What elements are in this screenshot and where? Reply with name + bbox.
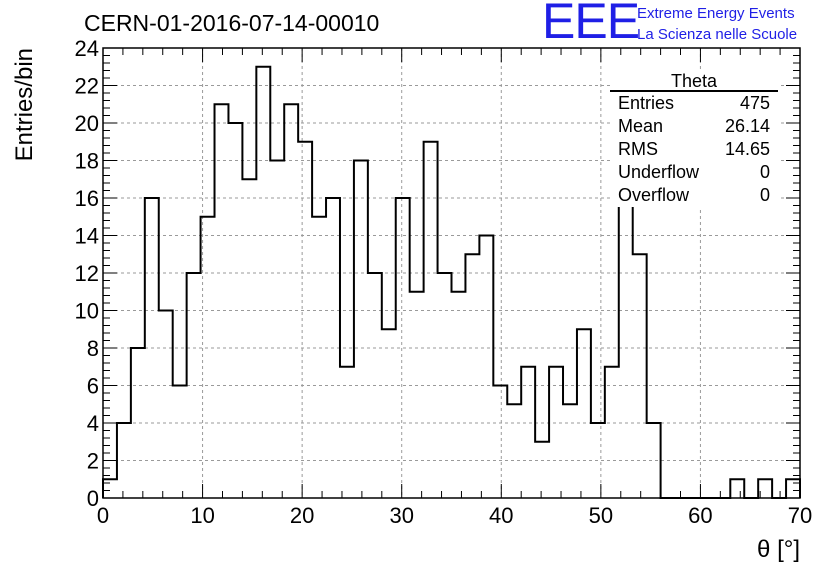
stats-value: 0: [759, 162, 770, 182]
stats-row-overflow: Overflow 0: [610, 184, 778, 207]
y-tick-label: 22: [75, 74, 99, 99]
x-tick-label: 20: [290, 503, 314, 528]
stats-row-entries: Entries 475: [610, 92, 778, 115]
y-tick-label: 0: [87, 486, 99, 511]
y-tick-label: 14: [75, 224, 99, 249]
stats-label: Entries: [618, 93, 675, 113]
chart-title: CERN-01-2016-07-14-00010: [84, 10, 380, 36]
stats-label: RMS: [618, 139, 658, 159]
stats-box: Theta Entries 475 Mean 26.14 RMS 14.65 U…: [610, 70, 778, 207]
stats-row-rms: RMS 14.65: [610, 138, 778, 161]
logo-caption-line2: La Scienza nelle Scuole: [637, 26, 798, 43]
y-tick-label: 18: [75, 149, 99, 174]
x-tick-label: 30: [389, 503, 413, 528]
x-axis-label: θ [°]: [757, 536, 800, 563]
y-tick-label: 2: [87, 449, 99, 474]
stats-value: 0: [759, 185, 770, 205]
stats-value: 14.65: [724, 139, 770, 159]
x-tick-label: 40: [489, 503, 513, 528]
x-tick-label: 10: [190, 503, 214, 528]
logo-caption-line1: Extreme Energy Events: [637, 5, 795, 22]
stats-label: Underflow: [618, 162, 700, 182]
y-tick-label: 10: [75, 299, 99, 324]
plot-frame: [102, 47, 801, 499]
stats-row-mean: Mean 26.14: [610, 115, 778, 138]
stats-label: Overflow: [618, 185, 690, 205]
axis-ticks: [102, 47, 801, 499]
y-axis-label: Entries/bin: [11, 48, 38, 161]
x-tick-label: 60: [688, 503, 712, 528]
y-tick-label: 8: [87, 336, 99, 361]
x-tick-label: 50: [589, 503, 613, 528]
y-tick-label: 16: [75, 186, 99, 211]
logo-mark: EEE: [542, 0, 640, 49]
stats-value: 475: [739, 93, 770, 113]
stats-value: 26.14: [724, 116, 770, 136]
y-tick-label: 20: [75, 111, 99, 136]
eee-logo: EEE Extreme Energy Events La Scienza nel…: [542, 0, 832, 49]
x-tick-label: 70: [788, 503, 812, 528]
y-tick-label: 24: [75, 36, 99, 61]
histogram-line: [102, 65, 801, 499]
stats-row-underflow: Underflow 0: [610, 161, 778, 184]
y-tick-label: 4: [87, 411, 99, 436]
y-tick-label: 12: [75, 261, 99, 286]
x-tick-labels: 0 10 20 30 40 50 60 70: [97, 503, 812, 528]
stats-label: Mean: [618, 116, 664, 136]
y-tick-label: 6: [87, 374, 99, 399]
stats-title: Theta: [610, 70, 778, 92]
x-tick-label: 0: [97, 503, 109, 528]
